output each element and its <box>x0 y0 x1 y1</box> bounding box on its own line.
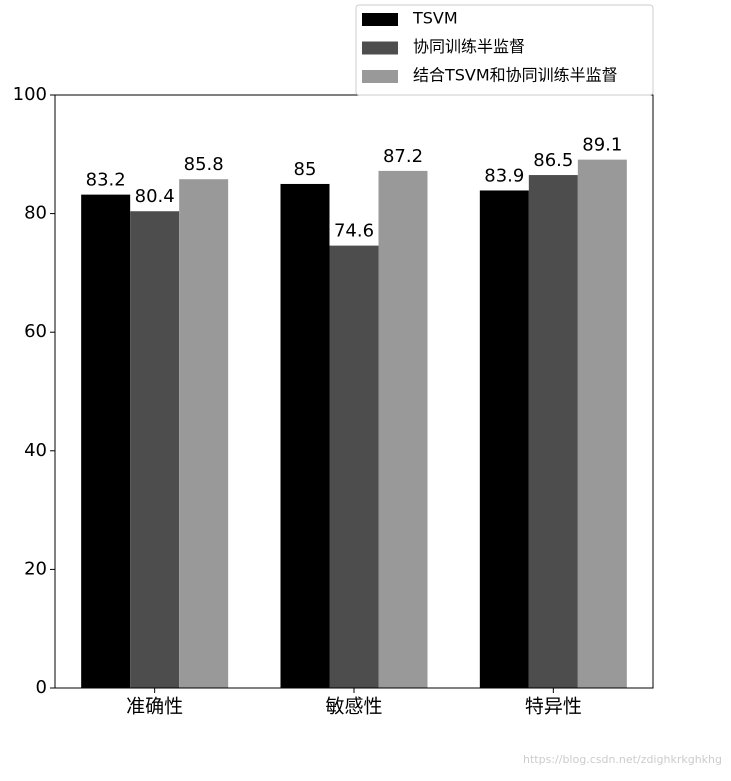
bar <box>130 211 180 688</box>
y-tick-label: 100 <box>13 84 47 105</box>
x-tick-label: 特异性 <box>525 696 582 718</box>
watermark: https://blog.csdn.net/zdighkrkghkhg <box>523 753 722 766</box>
value-label: 74.6 <box>334 221 374 242</box>
bar <box>577 159 627 689</box>
value-label: 89.1 <box>582 135 622 156</box>
y-tick-label: 0 <box>36 677 47 698</box>
value-label: 85.8 <box>184 154 224 175</box>
value-label: 86.5 <box>533 150 573 171</box>
value-label: 85 <box>294 159 317 180</box>
legend-label: 协同训练半监督 <box>413 37 525 56</box>
value-label: 87.2 <box>383 146 423 167</box>
bar <box>479 190 529 688</box>
x-tick-label: 敏感性 <box>325 696 382 718</box>
bar <box>329 245 379 688</box>
legend-swatch <box>362 13 398 26</box>
y-tick-label: 60 <box>24 321 47 342</box>
value-label: 80.4 <box>135 186 175 207</box>
bar <box>179 179 229 688</box>
bar <box>280 183 330 688</box>
x-tick-label: 准确性 <box>126 696 183 718</box>
y-tick-label: 20 <box>24 558 47 579</box>
y-tick-label: 80 <box>24 203 47 224</box>
bar <box>81 194 131 688</box>
legend-label: 结合TSVM和协同训练半监督 <box>413 66 618 85</box>
value-label: 83.9 <box>484 165 524 186</box>
legend-swatch <box>362 41 398 55</box>
legend-label: TSVM <box>412 9 458 28</box>
bar <box>528 175 578 688</box>
y-tick-label: 40 <box>24 440 47 461</box>
bar <box>378 170 428 689</box>
legend-box <box>355 4 654 96</box>
axes-frame <box>54 94 654 689</box>
legend-swatch <box>362 70 398 83</box>
value-label: 83.2 <box>86 170 126 191</box>
